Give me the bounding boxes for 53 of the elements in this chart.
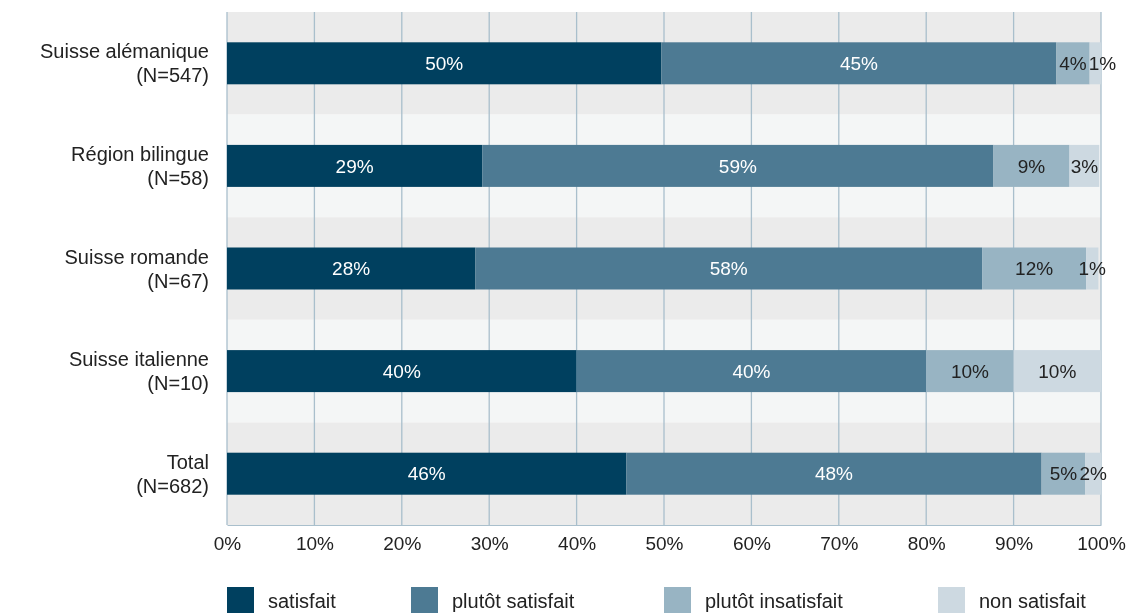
data-label: 10% — [1038, 360, 1077, 382]
bar — [993, 144, 1070, 187]
bar — [227, 144, 483, 187]
y-tick-label: Suisse italienne (N=10) — [68, 348, 209, 395]
legend-label: plutôt satisfait — [452, 590, 575, 612]
x-tick-label: 50% — [645, 533, 684, 555]
bar — [626, 452, 1042, 495]
data-label: 2% — [1079, 463, 1107, 485]
y-tick-label: Suisse alémanique (N=547) — [40, 40, 209, 87]
data-label: 50% — [425, 52, 464, 74]
x-tick-label: 100% — [1077, 533, 1126, 555]
data-label: 5% — [1049, 463, 1078, 485]
data-label: 48% — [814, 463, 854, 485]
data-label: 12% — [1015, 258, 1054, 280]
data-label: 4% — [1059, 52, 1087, 74]
y-tick-label: Suisse romande (N=67) — [64, 245, 209, 292]
data-label: 59% — [718, 155, 757, 177]
legend-label: non satisfait — [979, 590, 1087, 612]
data-label: 40% — [732, 360, 771, 382]
bar — [227, 247, 476, 290]
bar — [227, 42, 662, 85]
data-label: 1% — [1088, 52, 1117, 74]
bar — [1013, 350, 1101, 393]
legend-label: plutôt insatisfait — [705, 590, 844, 612]
data-label: 29% — [335, 155, 374, 177]
bar — [576, 350, 927, 393]
data-label: 10% — [950, 360, 990, 382]
x-tick-label: 70% — [820, 533, 859, 555]
x-tick-label: 30% — [470, 533, 509, 555]
bar — [661, 42, 1057, 85]
bar — [475, 247, 983, 290]
data-label: 46% — [407, 463, 446, 485]
bar — [482, 144, 994, 187]
x-tick-label: 40% — [558, 533, 597, 555]
bar — [926, 350, 1014, 393]
x-tick-label: 60% — [732, 533, 772, 555]
x-tick-label: 10% — [295, 533, 335, 555]
data-label: 9% — [1017, 155, 1046, 177]
x-tick-label: 90% — [995, 533, 1034, 555]
data-label: 45% — [839, 52, 879, 74]
x-tick-label: 20% — [383, 533, 422, 555]
y-tick-label: Région bilingue (N=58) — [71, 142, 209, 189]
y-tick-label: Total (N=682) — [136, 450, 209, 497]
data-label: 28% — [332, 258, 371, 280]
x-tick-label: 80% — [907, 533, 946, 555]
bar — [227, 452, 627, 495]
x-tick-label: 0% — [213, 533, 242, 555]
data-label: 58% — [709, 258, 748, 280]
data-label: 40% — [382, 360, 421, 382]
legend-label: satisfait — [268, 590, 337, 612]
bar — [227, 350, 577, 393]
data-label: 1% — [1078, 258, 1107, 280]
data-label: 3% — [1070, 155, 1099, 177]
